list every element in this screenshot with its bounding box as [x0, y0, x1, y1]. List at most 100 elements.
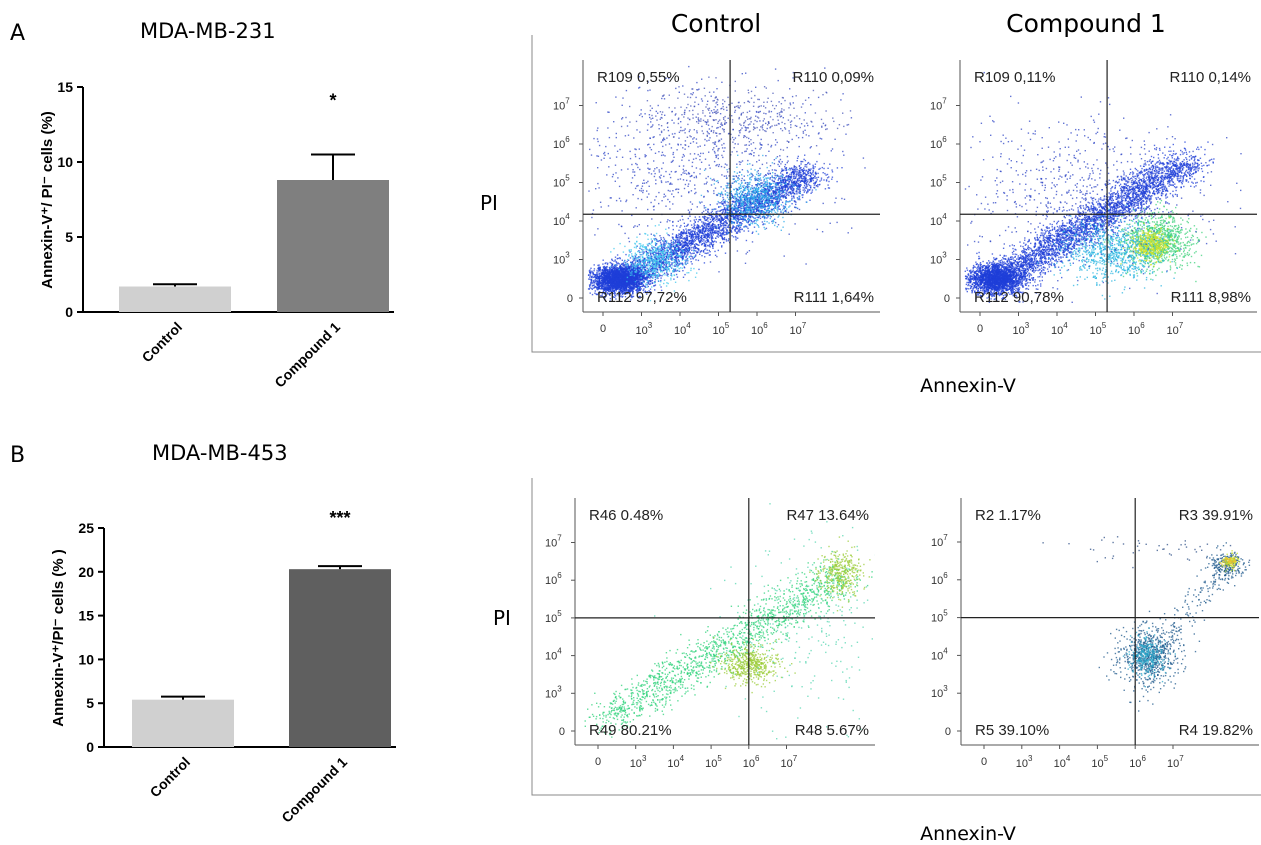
- flow-header-control: Control: [671, 9, 761, 38]
- quadrant-label-lower-right: R48 5.67%: [795, 722, 869, 739]
- flow-xlabel-b: Annexin-V: [920, 823, 1016, 845]
- quadrant-label-lower-right: R111 1,64%: [794, 289, 874, 306]
- flow-ylabel-b: PI: [493, 606, 511, 630]
- quadrant-label-lower-right: R4 19.82%: [1179, 722, 1253, 739]
- flow-y-tick-label: 105: [931, 609, 948, 625]
- flow-x-tick-label: 107: [790, 321, 807, 337]
- quadrant-label-upper-right: R110 0,14%: [1170, 69, 1251, 86]
- flow-y-tick-label: 0: [567, 293, 573, 305]
- flow-y-tick-label: 106: [930, 135, 947, 151]
- quadrant-label-upper-left: R109 0,55%: [597, 69, 680, 86]
- category-label: Compound 1: [271, 319, 343, 391]
- flow-y-tick-label: 103: [545, 684, 562, 700]
- flow-frame-a: [531, 35, 1261, 353]
- flow-y-tick-label: 0: [944, 293, 950, 305]
- flow-y-tick-label: 105: [930, 174, 947, 190]
- flow-x-tick-label: 0: [977, 323, 983, 335]
- flow-frame-b: [531, 478, 1261, 796]
- flow-x-tick-label: 0: [595, 756, 601, 768]
- bar-chart-b: Annexin-V⁺/PI⁻ cells (% ) 0 5 10 15 20 25 Cont…: [50, 508, 396, 826]
- flow-x-tick-label: 107: [1167, 754, 1184, 770]
- y-tick-label: 5: [65, 229, 73, 245]
- bar-title-a: MDA-MB-231: [140, 19, 276, 43]
- flow-y-tick-label: 106: [553, 135, 570, 151]
- flow-y-tick-label: 106: [931, 571, 948, 587]
- flow-x-tick-label: 0: [600, 323, 606, 335]
- panel-letter-b: B: [10, 443, 25, 468]
- significance-marker: ***: [329, 508, 350, 528]
- category-label: Compound 1: [278, 754, 350, 826]
- flow-y-tick-label: 105: [553, 174, 570, 190]
- quadrant-label-upper-left: R109 0,11%: [974, 69, 1055, 86]
- flow-x-tick-label: 105: [705, 754, 722, 770]
- quadrant-label-lower-right: R111 8,98%: [1171, 289, 1251, 306]
- y-tick-label: 0: [86, 739, 94, 755]
- quadrant-label-lower-left: R112 90,78%: [974, 289, 1064, 306]
- quadrant-label-upper-left: R46 0.48%: [589, 507, 663, 524]
- quadrant-label-upper-left: R2 1.17%: [975, 507, 1041, 524]
- y-tick-label: 10: [78, 651, 94, 667]
- y-tick-label: 20: [78, 564, 94, 580]
- quadrant-label-lower-left: R5 39.10%: [975, 722, 1049, 739]
- y-tick-label: 15: [57, 79, 73, 95]
- flow-y-tick-label: 103: [931, 684, 948, 700]
- flow-y-tick-label: 0: [945, 726, 951, 738]
- flow-y-tick-label: 104: [930, 212, 947, 228]
- bar-ylabel-b: Annexin-V⁺/PI⁻ cells (% ): [50, 549, 67, 727]
- flow-events: [584, 503, 875, 740]
- category-label: Control: [147, 754, 194, 801]
- flow-y-tick-label: 106: [545, 571, 562, 587]
- flow-x-tick-label: 106: [743, 754, 760, 770]
- flow-events: [964, 71, 1242, 303]
- quadrant-label-lower-left: R49 80.21%: [589, 722, 672, 739]
- flow-x-tick-label: 104: [1054, 754, 1071, 770]
- flow-y-tick-label: 104: [553, 212, 570, 228]
- flow-x-tick-label: 104: [674, 321, 691, 337]
- flow-x-tick-label: 104: [667, 754, 684, 770]
- flow-y-tick-label: 105: [545, 609, 562, 625]
- y-tick-label: 5: [86, 695, 94, 711]
- quadrant-label-lower-left: R112 97,72%: [597, 289, 687, 306]
- flow-x-tick-label: 103: [1016, 754, 1033, 770]
- flow-x-tick-label: 103: [636, 321, 653, 337]
- flow-y-tick-label: 103: [930, 251, 947, 267]
- bar: [277, 180, 389, 312]
- y-tick-label: 15: [78, 608, 94, 624]
- flow-x-tick-label: 107: [781, 754, 798, 770]
- flow-events: [1042, 536, 1251, 712]
- flow-y-tick-label: 104: [931, 646, 948, 662]
- flow-y-tick-label: 0: [559, 726, 565, 738]
- flow-y-tick-label: 107: [553, 97, 570, 113]
- flow-x-tick-label: 0: [981, 756, 987, 768]
- bar-ylabel-a: Annexin-V⁺/ PI⁻ cells (%): [39, 111, 56, 289]
- flow-x-tick-label: 107: [1167, 321, 1184, 337]
- category-label: Control: [139, 319, 186, 366]
- y-tick-label: 25: [78, 520, 94, 536]
- flow-x-tick-label: 105: [1090, 321, 1107, 337]
- flow-x-tick-label: 103: [630, 754, 647, 770]
- flow-y-tick-label: 107: [545, 534, 562, 550]
- quadrant-label-upper-right: R110 0,09%: [793, 69, 874, 86]
- y-tick-label: 0: [65, 304, 73, 320]
- flow-y-tick-label: 107: [930, 97, 947, 113]
- flow-y-tick-label: 107: [931, 533, 948, 549]
- bar: [132, 699, 234, 747]
- quadrant-label-upper-right: R3 39.91%: [1179, 507, 1253, 524]
- bar-title-b: MDA-MB-453: [152, 441, 288, 465]
- flow-x-tick-label: 104: [1051, 321, 1068, 337]
- flow-x-tick-label: 106: [1129, 754, 1146, 770]
- significance-marker: *: [329, 91, 336, 111]
- flow-x-tick-label: 106: [1128, 321, 1145, 337]
- flow-plot-a-control: 0 103 104 105 106 107 0 103 104 105 106 107 R109 0,5…: [553, 60, 880, 337]
- flow-x-tick-label: 106: [751, 321, 768, 337]
- flow-plot-b-compound: 0 103 104 105 106 107 0 103 104 105 106 107 R2 1.17%…: [931, 498, 1259, 770]
- flow-y-tick-label: 104: [545, 647, 562, 663]
- flow-events: [587, 65, 866, 302]
- flow-x-tick-label: 105: [713, 321, 730, 337]
- flow-plot-a-compound: 0 103 104 105 106 107 0 103 104 105 106 107 R109 0,1…: [930, 60, 1257, 337]
- panel-letter-a: A: [10, 21, 25, 46]
- flow-xlabel-a: Annexin-V: [920, 375, 1016, 397]
- flow-x-tick-label: 103: [1013, 321, 1030, 337]
- bar: [289, 569, 391, 747]
